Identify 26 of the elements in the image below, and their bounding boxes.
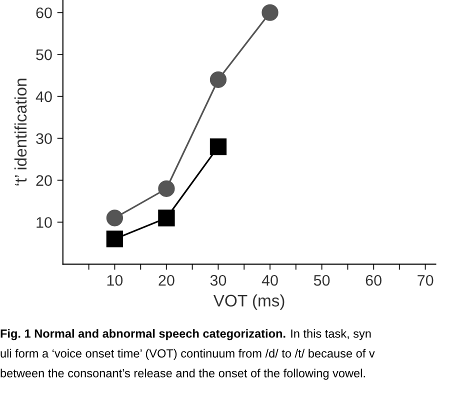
x-tick-label: 20	[158, 274, 174, 286]
point	[106, 230, 124, 248]
y-tick-label: 10	[36, 217, 52, 228]
point	[158, 210, 175, 226]
point	[210, 71, 227, 88]
text: uli form a ‘voice onset time’ (VOT) continuum from /d/ to /t/ because of v	[0, 348, 375, 360]
point	[106, 210, 124, 226]
x-tick-label: 30	[210, 274, 226, 286]
y-tick-label: 40	[36, 91, 52, 102]
y-tick-label: 60	[36, 7, 52, 18]
y-tick-label: 30	[36, 133, 52, 144]
point	[210, 138, 227, 156]
y-tick-label: 20	[36, 175, 52, 186]
y-axis-title: ‘t’ identification	[14, 78, 27, 186]
x-tick-label: 10	[107, 274, 123, 286]
point	[262, 4, 278, 21]
point	[158, 180, 175, 197]
text: In this task, syn	[291, 329, 371, 340]
x-axis-title: VOT (ms)	[213, 294, 284, 310]
x-tick-label: 50	[314, 274, 330, 286]
x-tick-label: 60	[366, 274, 382, 286]
y-tick-label: 50	[36, 49, 52, 60]
text: between the consonant’s release and the onset of the following vowel.	[0, 368, 365, 380]
caption: Fig. 1 Normal and abnormal speech categorization.	[0, 329, 286, 340]
x-tick-label: 70	[418, 274, 434, 286]
x-tick-label: 40	[262, 274, 278, 286]
